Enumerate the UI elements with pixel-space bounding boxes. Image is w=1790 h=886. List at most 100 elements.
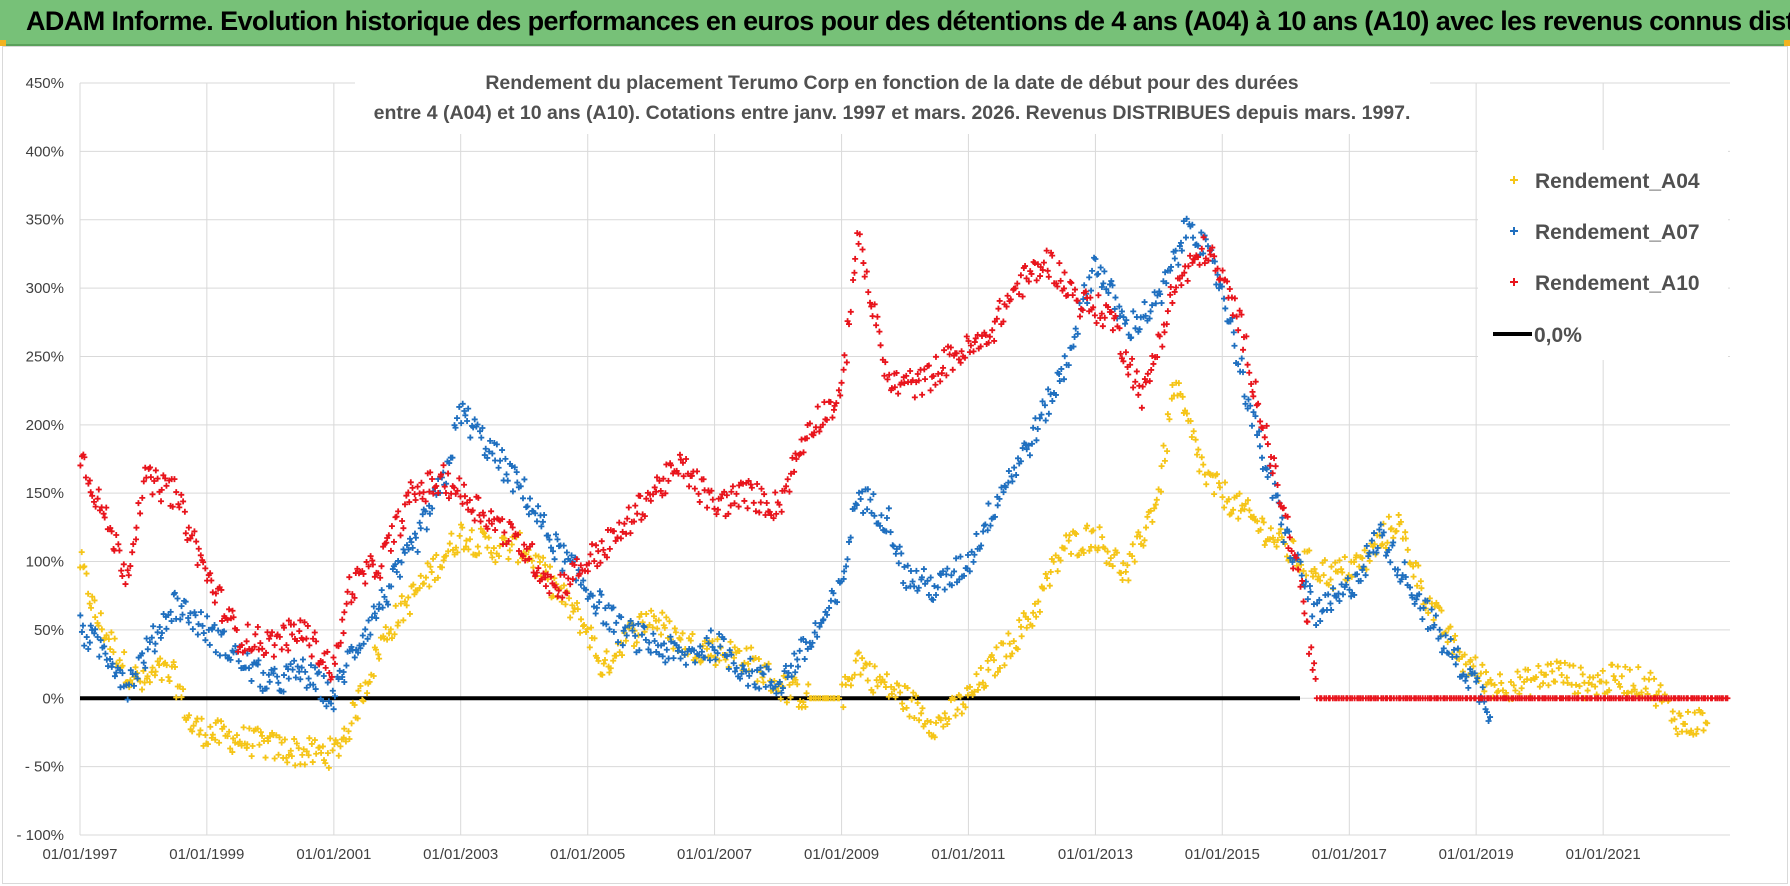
data-point xyxy=(1588,681,1595,688)
data-point xyxy=(1016,617,1023,624)
data-point xyxy=(1438,607,1445,614)
data-point xyxy=(1229,312,1236,319)
data-point xyxy=(679,459,686,466)
data-point xyxy=(1175,261,1182,268)
data-point xyxy=(1191,256,1198,263)
data-point xyxy=(900,579,907,586)
data-point xyxy=(903,372,910,379)
data-point xyxy=(1425,609,1432,616)
data-point xyxy=(430,555,437,562)
data-point xyxy=(265,738,272,745)
data-point xyxy=(1003,303,1010,310)
data-point xyxy=(554,593,561,600)
data-point xyxy=(252,631,259,638)
data-point xyxy=(561,571,568,578)
data-point xyxy=(1039,398,1046,405)
report-banner: ADAM Informe. Evolution historique des p… xyxy=(0,0,1790,46)
data-point xyxy=(1536,683,1543,690)
data-point xyxy=(525,511,532,518)
data-point xyxy=(408,539,415,546)
data-point xyxy=(1065,537,1072,544)
data-point xyxy=(285,647,292,654)
data-point xyxy=(874,683,881,690)
data-point xyxy=(77,612,84,619)
data-point xyxy=(1503,689,1510,696)
data-point xyxy=(661,640,668,647)
data-point xyxy=(725,510,732,517)
data-point xyxy=(103,632,110,639)
data-point xyxy=(940,364,947,371)
data-point xyxy=(354,715,361,722)
data-point xyxy=(1081,282,1088,289)
data-point xyxy=(864,677,871,684)
data-point xyxy=(148,634,155,641)
data-point xyxy=(1336,557,1343,564)
data-point xyxy=(139,650,146,657)
data-point xyxy=(445,495,452,502)
data-point xyxy=(636,647,643,654)
data-point xyxy=(202,637,209,644)
data-point xyxy=(191,609,198,616)
data-point xyxy=(765,666,772,673)
data-point xyxy=(806,420,813,427)
data-point xyxy=(1306,547,1313,554)
data-point xyxy=(660,475,667,482)
data-point xyxy=(1123,317,1130,324)
data-point xyxy=(1074,297,1081,304)
data-point xyxy=(1015,455,1022,462)
data-point xyxy=(400,525,407,532)
data-point xyxy=(1321,557,1328,564)
data-point xyxy=(1264,441,1271,448)
data-point xyxy=(1393,528,1400,535)
data-point xyxy=(1131,558,1138,565)
data-point xyxy=(351,654,358,661)
data-point xyxy=(246,665,253,672)
y-tick-label: 400% xyxy=(26,143,64,160)
data-point xyxy=(1086,547,1093,554)
data-point xyxy=(1694,726,1701,733)
data-point xyxy=(893,369,900,376)
data-point xyxy=(1028,440,1035,447)
data-point xyxy=(1135,391,1142,398)
data-point xyxy=(1276,500,1283,507)
data-point xyxy=(1204,243,1211,250)
data-point xyxy=(308,740,315,747)
data-point xyxy=(895,560,902,567)
data-point xyxy=(535,503,542,510)
data-point xyxy=(1577,664,1584,671)
data-point xyxy=(313,638,320,645)
data-point xyxy=(864,506,871,513)
data-point xyxy=(919,391,926,398)
data-point xyxy=(749,668,756,675)
data-point xyxy=(441,483,448,490)
data-point xyxy=(985,339,992,346)
data-point xyxy=(733,664,740,671)
data-point xyxy=(419,495,426,502)
data-point xyxy=(1141,299,1148,306)
data-point xyxy=(1206,470,1213,477)
data-point xyxy=(152,640,159,647)
data-point xyxy=(752,684,759,691)
data-point xyxy=(521,541,528,548)
data-point xyxy=(922,376,929,383)
data-point xyxy=(1042,570,1049,577)
data-point xyxy=(499,516,506,523)
data-point xyxy=(1317,618,1324,625)
data-point xyxy=(94,495,101,502)
data-point xyxy=(354,565,361,572)
data-point xyxy=(1507,678,1514,685)
data-point xyxy=(1647,669,1654,676)
data-point xyxy=(135,500,142,507)
y-tick-label: 350% xyxy=(26,212,64,229)
data-point xyxy=(1188,433,1195,440)
data-point xyxy=(1144,513,1151,520)
data-point xyxy=(1005,630,1012,637)
data-point xyxy=(1205,257,1212,264)
data-point xyxy=(964,551,971,558)
data-point xyxy=(478,434,485,441)
data-point xyxy=(499,447,506,454)
data-point xyxy=(1159,343,1166,350)
data-point xyxy=(859,246,866,253)
data-point xyxy=(601,657,608,664)
data-point xyxy=(1086,274,1093,281)
